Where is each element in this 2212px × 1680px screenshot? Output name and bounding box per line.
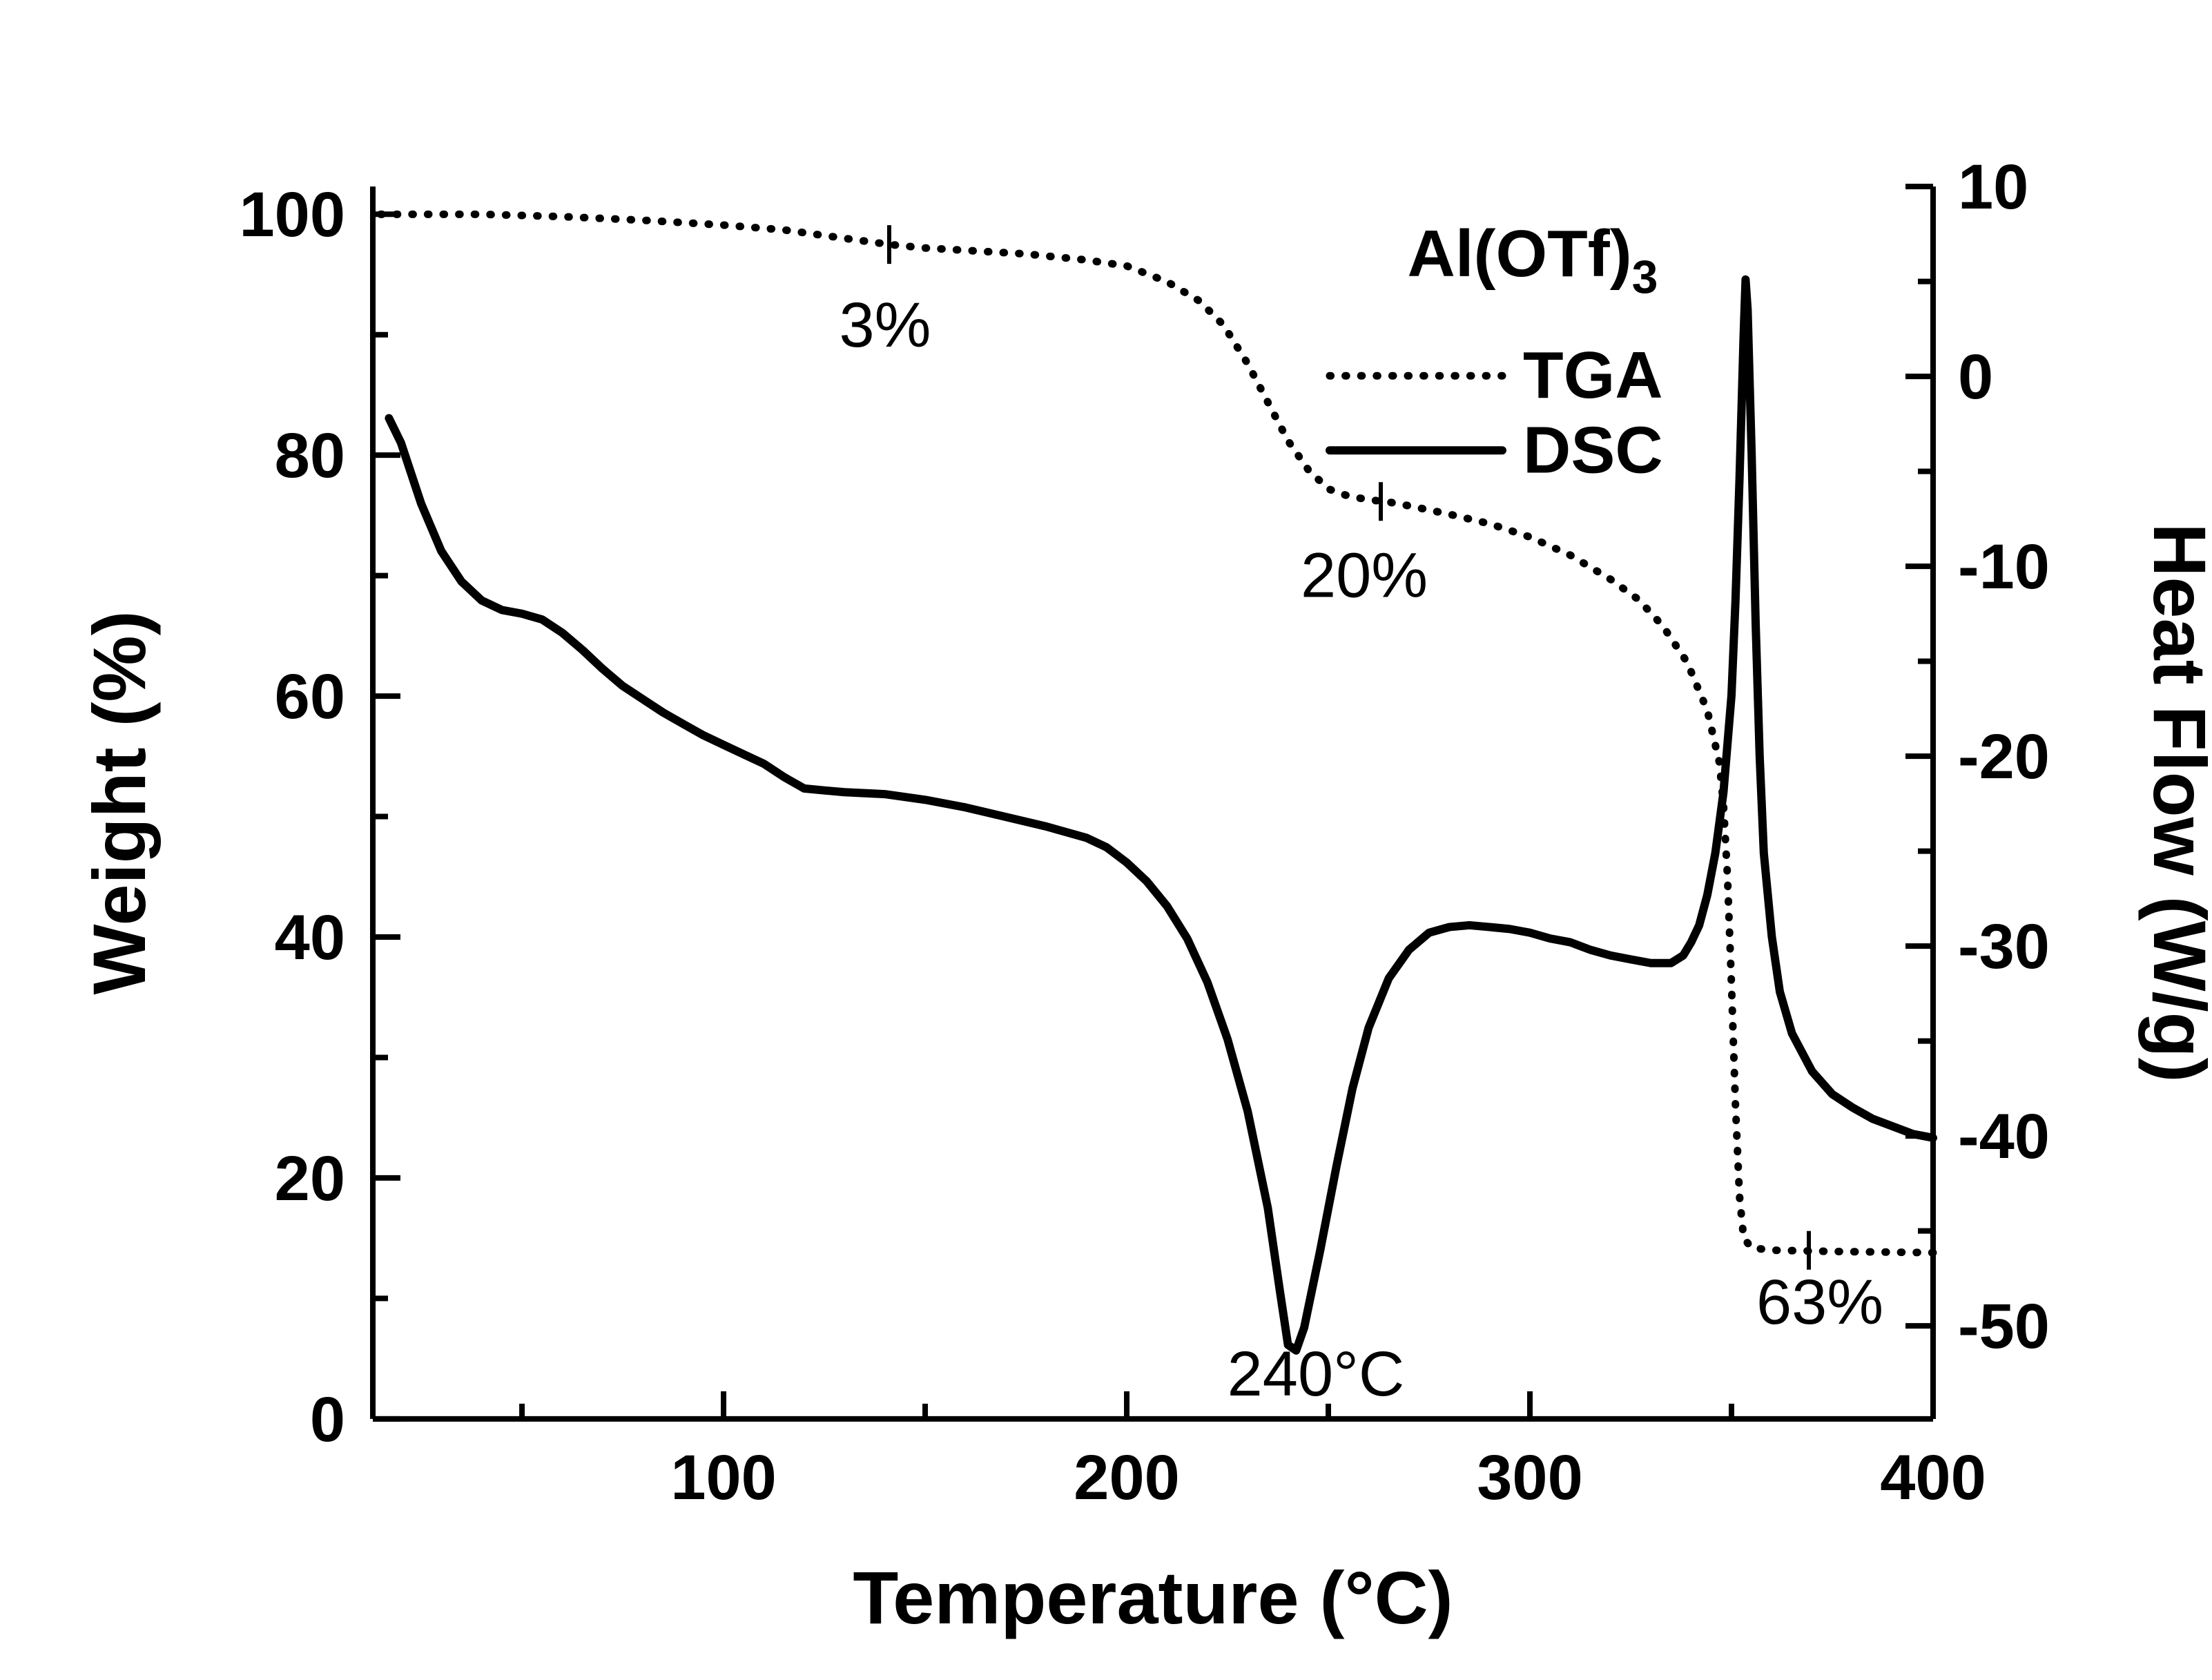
x-tick-label: 400 xyxy=(1880,1442,1986,1513)
x-tick-label: 200 xyxy=(1074,1442,1179,1513)
annotations: 3% 20% 63% 240°C xyxy=(840,225,1883,1409)
legend: Al(OTf)3 TGA DSC xyxy=(1326,217,1663,487)
x-tick-label: 300 xyxy=(1477,1442,1582,1513)
legend-title: Al(OTf)3 xyxy=(1408,217,1658,303)
tga-curve xyxy=(377,210,1937,1257)
right-tick-label: -40 xyxy=(1958,1101,2050,1172)
annotation-63pct: 63% xyxy=(1756,1267,1883,1338)
annotation-20pct: 20% xyxy=(1301,540,1428,610)
annotation-3pct: 3% xyxy=(840,290,931,360)
annotation-240c: 240°C xyxy=(1228,1339,1405,1409)
right-tick-label: 0 xyxy=(1958,342,1993,412)
legend-dsc-label: DSC xyxy=(1523,413,1663,487)
chart-series xyxy=(377,210,1937,1355)
right-tick-label: -50 xyxy=(1958,1291,2050,1362)
left-tick-label: 0 xyxy=(310,1384,345,1455)
left-tick-label: 80 xyxy=(275,421,345,491)
y-axis-left-title: Weight (%) xyxy=(77,610,161,994)
left-tick-label: 40 xyxy=(275,902,345,973)
left-tick-label: 20 xyxy=(275,1143,345,1214)
x-tick-label: 100 xyxy=(670,1442,776,1513)
right-tick-label: -10 xyxy=(1958,532,2050,602)
left-tick-label: 100 xyxy=(240,180,345,250)
right-tick-label: -20 xyxy=(1958,722,2050,792)
y-axis-right-title: Heat Flow (W/g) xyxy=(2138,523,2212,1082)
dsc-curve xyxy=(385,275,1937,1355)
left-tick-label: 60 xyxy=(275,662,345,732)
legend-tga-label: TGA xyxy=(1523,338,1663,412)
right-tick-label: -30 xyxy=(1958,911,2050,982)
x-axis-title: Temperature (°C) xyxy=(853,1556,1453,1639)
right-tick-label: 10 xyxy=(1958,152,2028,222)
